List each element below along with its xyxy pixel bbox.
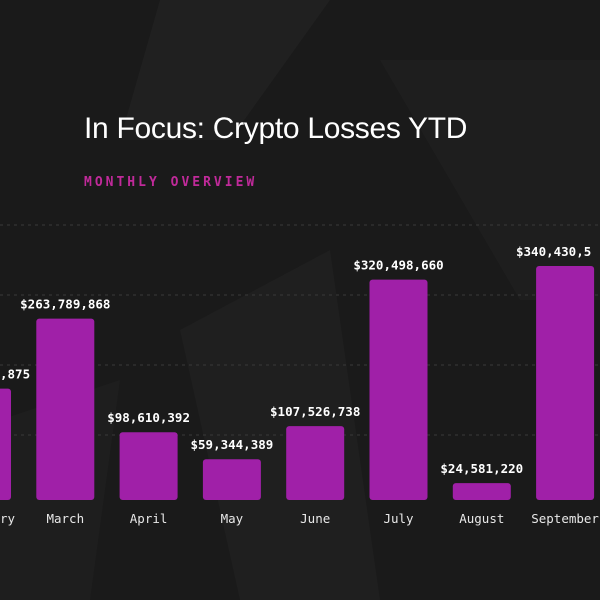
- tick-label-july: July: [383, 511, 414, 526]
- tick-label-march: March: [46, 511, 84, 526]
- bar-february: [0, 388, 11, 500]
- value-label-may: $59,344,389: [191, 437, 274, 452]
- bar-september: [536, 265, 595, 500]
- value-label-september: $340,430,5: [516, 244, 591, 259]
- value-label-july: $320,498,660: [353, 258, 443, 273]
- tick-label-september: September: [531, 511, 599, 526]
- tick-label-february: ry: [0, 511, 16, 526]
- tick-label-june: June: [300, 511, 330, 526]
- bar-august: [452, 483, 511, 500]
- tick-label-april: April: [130, 511, 168, 526]
- value-label-march: $263,789,868: [20, 297, 110, 312]
- value-label-august: $24,581,220: [440, 461, 523, 476]
- tick-label-august: August: [459, 511, 504, 526]
- bar-march: [36, 318, 95, 500]
- chart-title: In Focus: Crypto Losses YTD: [84, 112, 468, 145]
- bar-may: [202, 459, 261, 500]
- value-label-april: $98,610,392: [107, 410, 190, 425]
- bar-april: [119, 432, 178, 500]
- value-label-june: $107,526,738: [270, 404, 360, 419]
- chart-subtitle: MONTHLY OVERVIEW: [84, 175, 258, 190]
- bar-july: [369, 279, 428, 500]
- bar-june: [286, 426, 345, 500]
- tick-label-may: May: [221, 511, 244, 526]
- value-label-february: ,875: [0, 367, 30, 382]
